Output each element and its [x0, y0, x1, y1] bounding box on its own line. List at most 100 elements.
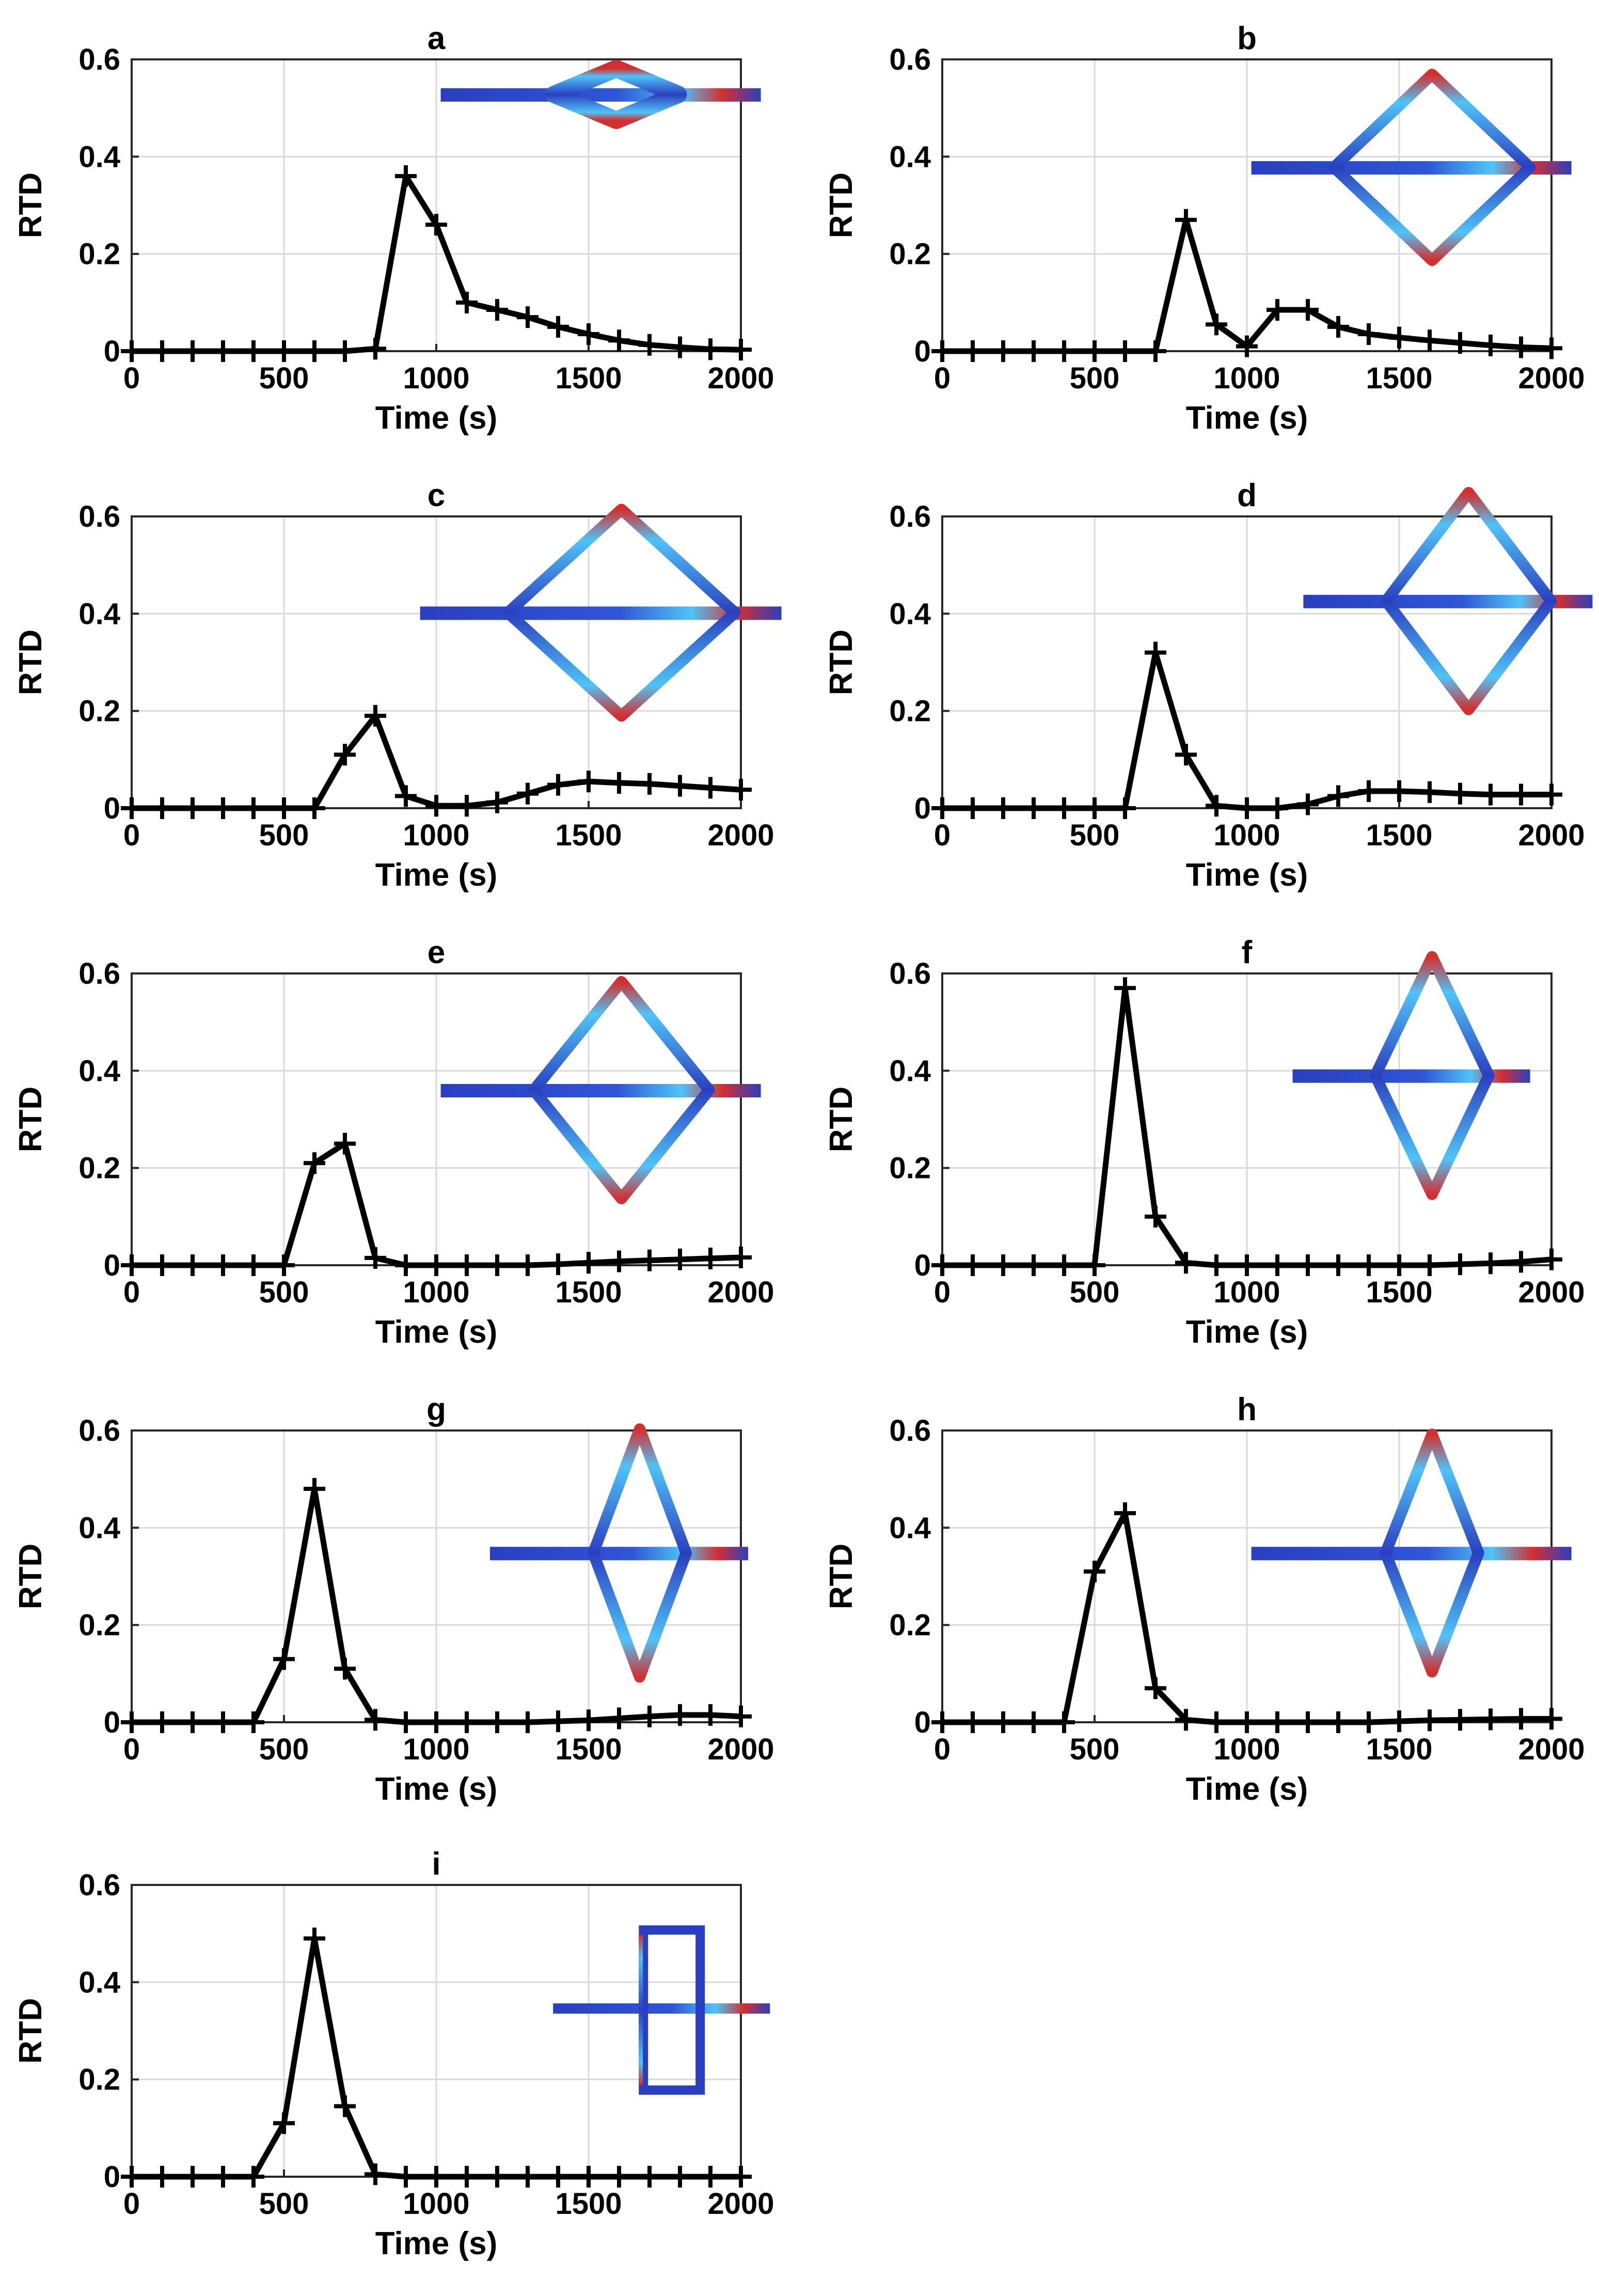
y-tick-label: 0.2 [78, 2063, 120, 2097]
y-tick-label: 0 [104, 1249, 120, 1282]
chart-panel-f: 0 500 1000 1500 2000 0 0.2 0.4 0.6 f Time (s) RTD [824, 935, 1585, 1350]
x-tick-label: 500 [1070, 1276, 1120, 1309]
data-point [212, 1711, 234, 1733]
data-point [1206, 313, 1227, 336]
y-tick-label: 0.2 [78, 1609, 120, 1642]
data-point [182, 2166, 203, 2188]
data-point [992, 1711, 1014, 1733]
data-point [1175, 209, 1197, 231]
data-point [517, 782, 539, 805]
data-point [425, 1254, 447, 1276]
data-point [931, 797, 953, 819]
data-point [730, 779, 752, 801]
data-point [425, 795, 447, 817]
chart-panel-b: 0 500 1000 1500 2000 0 0.2 0.4 0.6 b Time (s) RTD [824, 21, 1585, 436]
x-tick-label: 1000 [403, 819, 469, 852]
y-tick-label: 0 [104, 2160, 120, 2194]
x-axis-label: Time (s) [1186, 400, 1308, 436]
data-point [992, 797, 1014, 819]
y-tick-label: 0.6 [78, 43, 120, 76]
data-point [1175, 1709, 1197, 1731]
data-point [1145, 641, 1166, 664]
x-tick-label: 1000 [403, 1276, 469, 1309]
data-point [1449, 1709, 1471, 1731]
data-point [243, 2166, 264, 2188]
x-tick-label: 2000 [707, 2187, 774, 2221]
x-tick-label: 0 [123, 1276, 140, 1309]
y-tick-label: 0.2 [78, 695, 120, 728]
data-point [1510, 1251, 1532, 1273]
y-axis-label: RTD [13, 1998, 49, 2064]
inset-loop [639, 1925, 705, 2095]
data-point [1327, 1711, 1349, 1733]
data-point [1449, 1253, 1471, 1276]
panel-title: g [426, 1392, 446, 1427]
y-tick-label: 0.4 [78, 597, 120, 631]
data-point [578, 1709, 599, 1732]
data-point [1358, 323, 1380, 345]
data-point [1236, 1254, 1258, 1276]
chart-panel-d: 0 500 1000 1500 2000 0 0.2 0.4 0.6 d Time (s) RTD [824, 478, 1593, 893]
data-point [639, 2166, 660, 2188]
data-point [547, 1253, 569, 1276]
x-tick-label: 2000 [1518, 361, 1585, 395]
data-point [1053, 797, 1075, 819]
data-point [517, 306, 539, 328]
x-tick-label: 1500 [1366, 361, 1432, 395]
x-tick-label: 0 [934, 819, 951, 852]
inset-main-channel [553, 2003, 770, 2014]
channel-inset [1303, 486, 1593, 715]
x-tick-label: 1000 [1213, 1276, 1280, 1309]
data-point [1145, 1677, 1166, 1700]
data-point [1084, 797, 1105, 819]
data-point [425, 1711, 447, 1733]
data-point [1480, 1252, 1501, 1275]
chart-panel-h: 0 500 1000 1500 2000 0 0.2 0.4 0.6 h Time (s) RTD [824, 1392, 1585, 1807]
data-point [1023, 1254, 1044, 1276]
panel-title: c [428, 478, 445, 513]
data-point [273, 1648, 295, 1670]
data-point [182, 797, 203, 819]
data-point [151, 797, 173, 819]
y-tick-label: 0 [914, 1249, 931, 1282]
y-tick-label: 0.4 [78, 1965, 120, 1999]
data-point [1266, 1254, 1288, 1276]
inset-diamond-arms [1328, 69, 1536, 266]
data-point [395, 1711, 417, 1733]
y-tick-label: 0.4 [889, 140, 931, 174]
data-point [1541, 1248, 1562, 1270]
x-tick-label: 500 [1070, 1733, 1120, 1766]
data-point [547, 1710, 569, 1733]
data-point [1236, 335, 1258, 357]
data-point [1388, 1254, 1410, 1276]
data-point [608, 1707, 630, 1729]
data-point [1358, 780, 1380, 803]
y-tick-label: 0.4 [78, 1054, 120, 1088]
x-tick-label: 500 [259, 361, 309, 395]
data-point [1053, 1254, 1075, 1276]
data-point [151, 2166, 173, 2188]
panel-title: d [1237, 478, 1257, 513]
chart-panel-c: 0 500 1000 1500 2000 0 0.2 0.4 0.6 c Time (s) RTD [13, 478, 782, 893]
data-point [243, 1254, 264, 1276]
data-point [1206, 1254, 1227, 1276]
data-point [639, 1249, 660, 1271]
data-point [931, 1711, 953, 1733]
data-point [395, 2166, 417, 2188]
channel-inset [553, 1925, 770, 2095]
channel-inset [490, 1423, 748, 1683]
panel-title: b [1237, 21, 1257, 56]
x-axis-label: Time (s) [1186, 1314, 1308, 1350]
y-axis-label: RTD [13, 630, 49, 695]
data-point [578, 1252, 599, 1274]
data-point [1541, 337, 1562, 359]
data-point [304, 797, 325, 819]
data-point [151, 340, 173, 362]
data-point [182, 1254, 203, 1276]
x-axis-label: Time (s) [375, 1314, 498, 1350]
data-point [1297, 1711, 1319, 1733]
data-point [1023, 340, 1044, 362]
x-tick-label: 500 [259, 1733, 309, 1766]
data-point [700, 1247, 721, 1269]
y-axis-label: RTD [13, 172, 49, 238]
